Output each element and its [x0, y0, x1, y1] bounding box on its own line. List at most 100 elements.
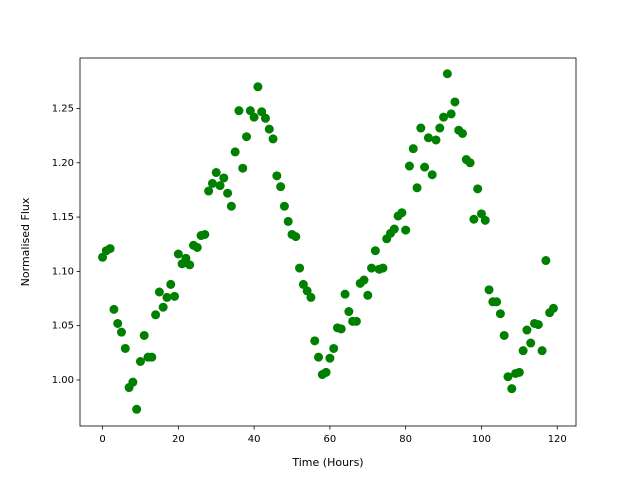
data-point: [116, 327, 126, 337]
y-tick-label: 1.20: [52, 158, 74, 169]
data-point: [484, 285, 494, 295]
data-point: [242, 132, 252, 142]
data-point: [351, 316, 361, 326]
data-point: [427, 170, 437, 180]
y-tick-label: 1.05: [52, 321, 74, 332]
data-point: [499, 330, 509, 340]
data-point: [120, 343, 130, 353]
data-point: [215, 181, 225, 191]
data-point: [166, 279, 176, 289]
data-point: [139, 330, 149, 340]
data-point: [226, 201, 236, 211]
data-point: [340, 289, 350, 299]
data-point: [533, 320, 543, 330]
data-point: [389, 224, 399, 234]
data-point: [473, 184, 483, 194]
data-point: [435, 123, 445, 133]
data-point: [492, 297, 502, 307]
data-point: [276, 182, 286, 192]
data-point: [192, 242, 202, 252]
data-point: [446, 109, 456, 119]
data-point: [548, 303, 558, 313]
data-point: [363, 290, 373, 300]
data-point: [268, 134, 278, 144]
data-point: [458, 128, 468, 138]
data-point: [329, 343, 339, 353]
data-point: [253, 82, 263, 92]
data-point: [234, 106, 244, 116]
data-point: [185, 260, 195, 270]
data-point: [298, 279, 308, 289]
data-point: [503, 372, 513, 382]
data-point: [200, 229, 210, 239]
data-point: [306, 292, 316, 302]
y-tick-label: 1.25: [52, 103, 74, 114]
data-point: [404, 161, 414, 171]
data-point: [541, 256, 551, 266]
data-point: [431, 135, 441, 145]
data-point: [423, 133, 433, 143]
data-point: [98, 252, 108, 262]
data-point: [291, 232, 301, 242]
data-point: [154, 287, 164, 297]
data-point: [151, 310, 161, 320]
data-point: [537, 346, 547, 356]
data-point: [295, 263, 305, 273]
data-point: [370, 246, 380, 256]
data-point: [283, 216, 293, 226]
x-tick-label: 20: [172, 434, 185, 445]
data-point: [495, 309, 505, 319]
data-point: [245, 106, 255, 116]
x-tick-label: 80: [399, 434, 412, 445]
x-tick-label: 0: [99, 434, 105, 445]
data-point: [321, 367, 331, 377]
data-point: [416, 123, 426, 133]
data-point: [173, 249, 183, 259]
x-tick-label: 60: [324, 434, 337, 445]
x-tick-label: 120: [548, 434, 567, 445]
data-point: [147, 352, 157, 362]
data-point: [359, 275, 369, 285]
y-tick-label: 1.15: [52, 212, 74, 223]
data-point: [397, 208, 407, 218]
data-point: [344, 307, 354, 317]
data-point: [272, 171, 282, 181]
data-point: [170, 291, 180, 301]
x-tick-label: 40: [248, 434, 261, 445]
data-point: [132, 404, 142, 414]
x-tick-label: 100: [472, 434, 491, 445]
data-point: [230, 147, 240, 157]
data-point: [207, 178, 217, 188]
data-point: [219, 173, 229, 183]
data-point: [412, 183, 422, 193]
data-point: [158, 302, 168, 312]
y-axis-label: Normalised Flux: [19, 197, 32, 286]
data-point: [367, 263, 377, 273]
data-point: [522, 325, 532, 335]
data-point: [408, 144, 418, 154]
data-point: [204, 186, 214, 196]
data-point: [480, 215, 490, 225]
data-point: [465, 158, 475, 168]
data-point: [378, 263, 388, 273]
data-point: [476, 209, 486, 219]
data-point: [420, 162, 430, 172]
data-point: [238, 163, 248, 173]
data-point: [260, 113, 270, 123]
data-point: [401, 225, 411, 235]
data-point: [135, 356, 145, 366]
data-point: [113, 318, 123, 328]
y-tick-label: 1.10: [52, 266, 74, 277]
data-point: [450, 97, 460, 107]
data-point: [507, 384, 517, 394]
data-point: [442, 69, 452, 79]
data-point: [211, 168, 221, 178]
data-point: [310, 336, 320, 346]
data-point: [439, 112, 449, 122]
plot-frame: [79, 57, 577, 427]
data-point: [105, 244, 115, 254]
data-point: [128, 377, 138, 387]
data-point: [302, 286, 312, 296]
data-point: [314, 352, 324, 362]
